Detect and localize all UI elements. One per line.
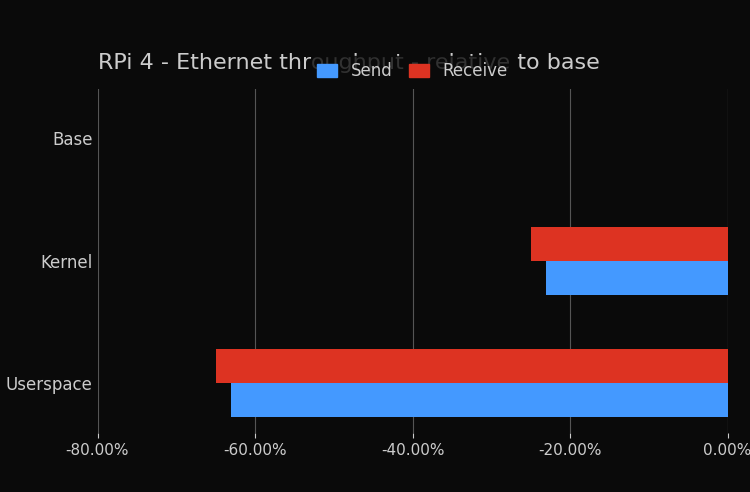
Bar [546,261,728,295]
Legend: Send, Receive: Send, Receive [310,56,514,87]
Text: RPi 4 - Ethernet throughput - relative to base: RPi 4 - Ethernet throughput - relative t… [98,53,599,73]
Bar [216,349,727,383]
Bar [531,226,728,261]
Bar [231,383,728,417]
